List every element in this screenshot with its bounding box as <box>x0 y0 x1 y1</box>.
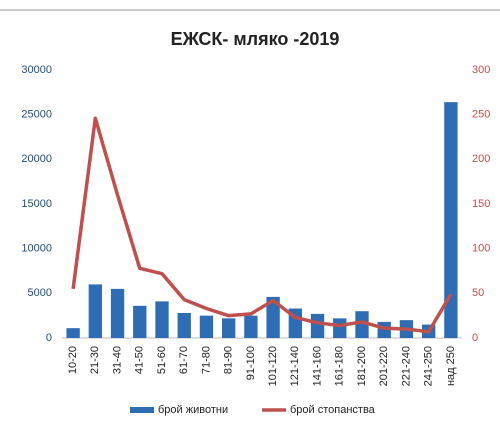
bar <box>199 315 214 338</box>
bar <box>222 318 236 338</box>
y-tick-label: 10000 <box>21 243 52 255</box>
bar <box>177 312 191 338</box>
x-tick-label: 141-160 <box>311 346 323 386</box>
x-tick-label: 161-180 <box>334 346 346 386</box>
x-tick-label: 21-30 <box>89 346 101 374</box>
x-tick-label: 31-40 <box>111 346 123 374</box>
y2-tick-label: 100 <box>472 243 490 255</box>
x-tick-label: 51-60 <box>156 346 168 374</box>
y2-tick-label: 200 <box>472 153 490 165</box>
x-tick-label: 201-220 <box>378 346 390 386</box>
x-tick-label: 71-80 <box>200 346 212 374</box>
y2-tick-label: 300 <box>472 64 490 76</box>
x-tick-label: 221-240 <box>400 346 412 386</box>
y2-tick-label: 50 <box>472 287 484 299</box>
y-tick-label: 30000 <box>21 64 52 76</box>
bar <box>66 328 80 338</box>
x-tick-label: над 250 <box>445 346 457 386</box>
y-tick-label: 5000 <box>28 287 52 299</box>
bar <box>355 311 369 338</box>
bar <box>310 313 325 338</box>
x-tick-label: 81-90 <box>223 346 235 374</box>
bar <box>244 315 258 338</box>
bar <box>444 102 458 338</box>
bar <box>333 318 347 338</box>
chart-title: ЕЖСК- мляко -2019 <box>171 29 340 49</box>
y-tick-label: 0 <box>46 332 52 344</box>
y-tick-label: 20000 <box>21 153 52 165</box>
legend-label: брой стопанства <box>290 404 376 416</box>
bar <box>88 284 102 338</box>
x-tick-label: 181-200 <box>356 346 368 386</box>
bar <box>110 288 125 338</box>
x-tick-label: 41-50 <box>134 346 146 374</box>
bar <box>133 305 147 338</box>
x-tick-label: 121-140 <box>289 346 301 386</box>
y-tick-label: 15000 <box>21 198 52 210</box>
x-tick-label: 61-70 <box>178 346 190 374</box>
line <box>71 116 453 334</box>
bar <box>155 301 169 338</box>
x-tick-label: 91-100 <box>245 346 257 380</box>
legend-label: брой животни <box>158 404 228 416</box>
x-tick-label: 241-250 <box>423 346 435 386</box>
x-tick-label: 101-120 <box>267 346 279 386</box>
y2-tick-label: 0 <box>472 332 478 344</box>
bar <box>266 296 280 338</box>
y2-tick-label: 250 <box>472 109 490 121</box>
y-tick-label: 25000 <box>21 109 52 121</box>
x-tick-label: 10-20 <box>67 346 79 374</box>
legend-swatch <box>130 407 154 413</box>
y2-tick-label: 150 <box>472 198 490 210</box>
